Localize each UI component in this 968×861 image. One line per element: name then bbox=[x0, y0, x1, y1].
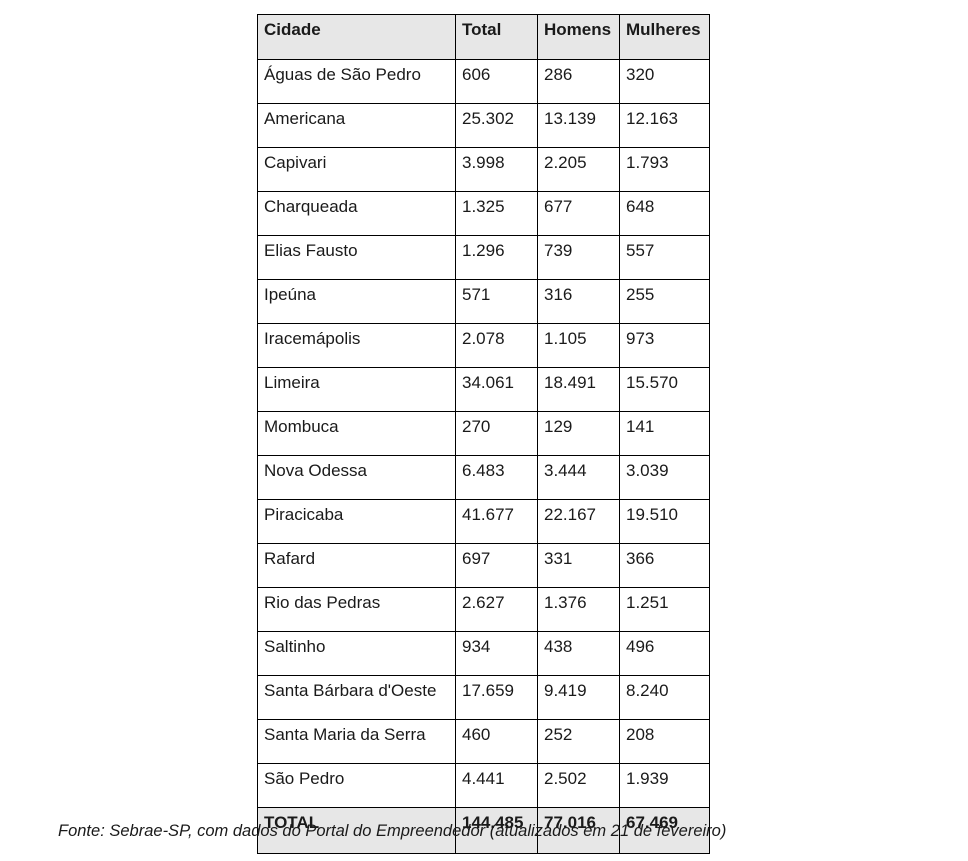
table-cell: Charqueada bbox=[257, 191, 456, 236]
table-cell: 12.163 bbox=[619, 103, 710, 148]
table-row: Nova Odessa 6.483 3.444 3.039 bbox=[257, 455, 710, 500]
header-row: Cidade Total Homens Mulheres bbox=[257, 14, 710, 60]
table-cell: 1.939 bbox=[619, 763, 710, 808]
table-row: Ipeúna 571 316 255 bbox=[257, 279, 710, 324]
column-header-total: Total bbox=[455, 14, 538, 60]
table-cell: 1.105 bbox=[537, 323, 620, 368]
source-note: Fonte: Sebrae-SP, com dados do Portal do… bbox=[58, 822, 727, 840]
table-cell: 648 bbox=[619, 191, 710, 236]
table-row: Americana 25.302 13.139 12.163 bbox=[257, 103, 710, 148]
table-cell: 496 bbox=[619, 631, 710, 676]
table-cell: 9.419 bbox=[537, 675, 620, 720]
table-cell: 255 bbox=[619, 279, 710, 324]
column-header-cidade: Cidade bbox=[257, 14, 456, 60]
table-row: Charqueada 1.325 677 648 bbox=[257, 191, 710, 236]
column-header-homens: Homens bbox=[537, 14, 620, 60]
table-cell: Saltinho bbox=[257, 631, 456, 676]
table-cell: 1.376 bbox=[537, 587, 620, 632]
table-cell: 2.502 bbox=[537, 763, 620, 808]
table-row: São Pedro 4.441 2.502 1.939 bbox=[257, 763, 710, 808]
table-cell: Piracicaba bbox=[257, 499, 456, 544]
table-cell: 34.061 bbox=[455, 367, 538, 412]
table-cell: 4.441 bbox=[455, 763, 538, 808]
table-cell: 18.491 bbox=[537, 367, 620, 412]
table-cell: 739 bbox=[537, 235, 620, 280]
table-cell: 677 bbox=[537, 191, 620, 236]
table-cell: 129 bbox=[537, 411, 620, 456]
table-cell: 1.325 bbox=[455, 191, 538, 236]
table-cell: 13.139 bbox=[537, 103, 620, 148]
table-cell: 557 bbox=[619, 235, 710, 280]
table-row: Elias Fausto 1.296 739 557 bbox=[257, 235, 710, 280]
table-cell: Santa Bárbara d'Oeste bbox=[257, 675, 456, 720]
column-header-mulheres: Mulheres bbox=[619, 14, 710, 60]
table-cell: 22.167 bbox=[537, 499, 620, 544]
table-cell: 8.240 bbox=[619, 675, 710, 720]
table-cell: 934 bbox=[455, 631, 538, 676]
table-row: Rafard 697 331 366 bbox=[257, 543, 710, 588]
table-cell: 320 bbox=[619, 59, 710, 104]
table-cell: 41.677 bbox=[455, 499, 538, 544]
table-cell: 331 bbox=[537, 543, 620, 588]
table-cell: Iracemápolis bbox=[257, 323, 456, 368]
table-cell: 571 bbox=[455, 279, 538, 324]
table-cell: 25.302 bbox=[455, 103, 538, 148]
table-cell: 19.510 bbox=[619, 499, 710, 544]
total-cell: 67.469 bbox=[619, 807, 710, 854]
table-cell: 252 bbox=[537, 719, 620, 764]
total-row: TOTAL 144.485 77.016 67.469 bbox=[257, 807, 710, 854]
table-cell: 2.078 bbox=[455, 323, 538, 368]
table-cell: 438 bbox=[537, 631, 620, 676]
table-row: Santa Bárbara d'Oeste 17.659 9.419 8.240 bbox=[257, 675, 710, 720]
table-body: Águas de São Pedro 606 286 320 Americana 25.3… bbox=[257, 59, 710, 854]
table-cell: 208 bbox=[619, 719, 710, 764]
table-cell: 3.444 bbox=[537, 455, 620, 500]
table-cell: Santa Maria da Serra bbox=[257, 719, 456, 764]
table-cell: 973 bbox=[619, 323, 710, 368]
table-cell: Águas de São Pedro bbox=[257, 59, 456, 104]
table-cell: 17.659 bbox=[455, 675, 538, 720]
table-cell: 3.998 bbox=[455, 147, 538, 192]
table-cell: 6.483 bbox=[455, 455, 538, 500]
table-cell: 366 bbox=[619, 543, 710, 588]
table-cell: Capivari bbox=[257, 147, 456, 192]
table-cell: 2.627 bbox=[455, 587, 538, 632]
table-row: Capivari 3.998 2.205 1.793 bbox=[257, 147, 710, 192]
table-cell: 1.793 bbox=[619, 147, 710, 192]
table-cell: Elias Fausto bbox=[257, 235, 456, 280]
table-cell: Ipeúna bbox=[257, 279, 456, 324]
table-row: Santa Maria da Serra 460 252 208 bbox=[257, 719, 710, 764]
table-cell: Rio das Pedras bbox=[257, 587, 456, 632]
table-cell: 606 bbox=[455, 59, 538, 104]
table-cell: Rafard bbox=[257, 543, 456, 588]
table-row: Águas de São Pedro 606 286 320 bbox=[257, 59, 710, 104]
table-cell: 270 bbox=[455, 411, 538, 456]
table-row: Mombuca 270 129 141 bbox=[257, 411, 710, 456]
city-statistics-table: Cidade Total Homens Mulheres Águas de Sã… bbox=[257, 14, 710, 854]
table-cell: Nova Odessa bbox=[257, 455, 456, 500]
table-row: Limeira 34.061 18.491 15.570 bbox=[257, 367, 710, 412]
table-row: Iracemápolis 2.078 1.105 973 bbox=[257, 323, 710, 368]
total-cell: TOTAL bbox=[257, 807, 456, 854]
table-cell: 2.205 bbox=[537, 147, 620, 192]
total-cell: 77.016 bbox=[537, 807, 620, 854]
table-cell: 1.251 bbox=[619, 587, 710, 632]
table-cell: Limeira bbox=[257, 367, 456, 412]
table-cell: 141 bbox=[619, 411, 710, 456]
table-row: Piracicaba 41.677 22.167 19.510 bbox=[257, 499, 710, 544]
table-row: Rio das Pedras 2.627 1.376 1.251 bbox=[257, 587, 710, 632]
table-cell: São Pedro bbox=[257, 763, 456, 808]
table-cell: 460 bbox=[455, 719, 538, 764]
table-cell: 3.039 bbox=[619, 455, 710, 500]
table-cell: 697 bbox=[455, 543, 538, 588]
table-cell: 1.296 bbox=[455, 235, 538, 280]
table-cell: 316 bbox=[537, 279, 620, 324]
table-header: Cidade Total Homens Mulheres bbox=[257, 14, 710, 60]
table-row: Saltinho 934 438 496 bbox=[257, 631, 710, 676]
table-cell: 286 bbox=[537, 59, 620, 104]
table-cell: 15.570 bbox=[619, 367, 710, 412]
table-cell: Americana bbox=[257, 103, 456, 148]
table-cell: Mombuca bbox=[257, 411, 456, 456]
